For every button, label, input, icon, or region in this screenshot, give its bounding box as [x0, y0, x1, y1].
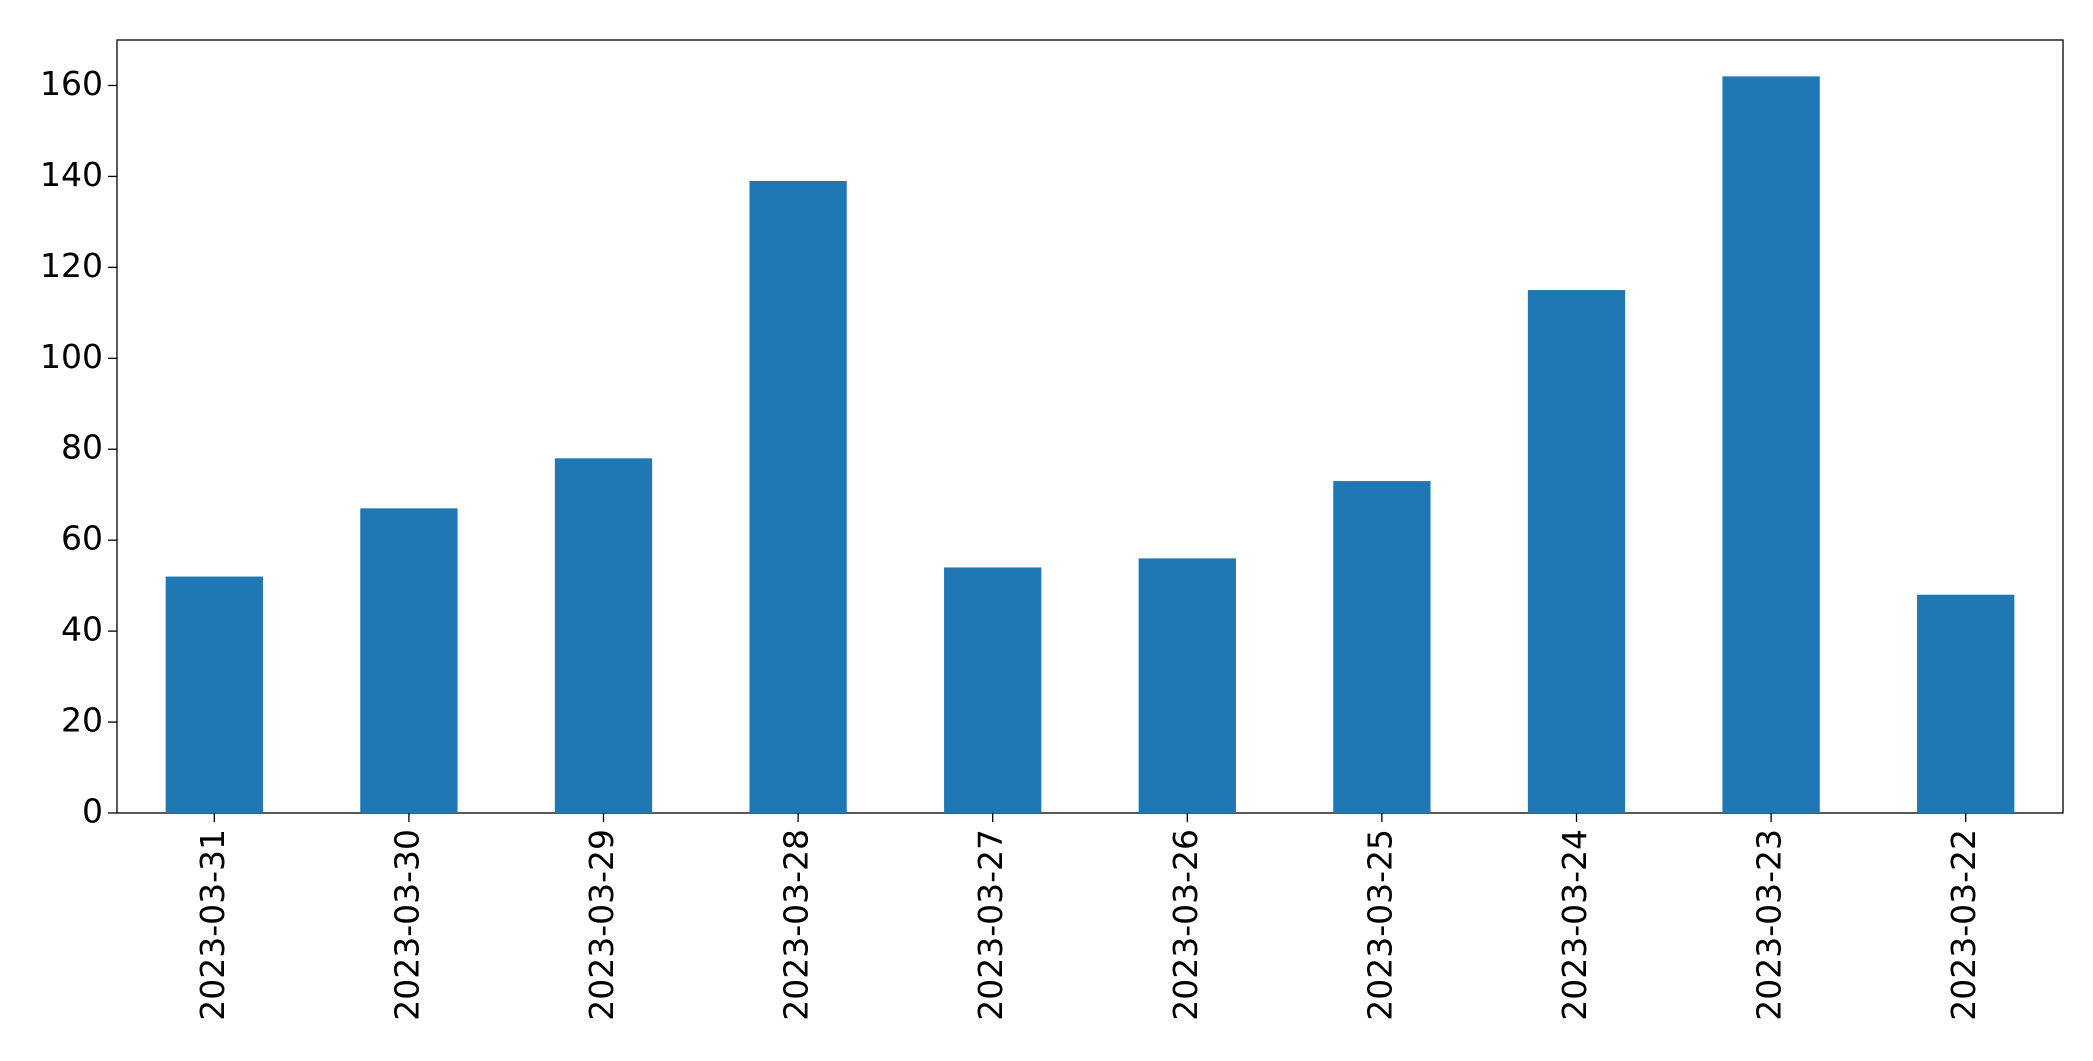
bar — [1138, 558, 1236, 813]
x-tick-label: 2023-03-30 — [387, 829, 426, 1021]
plot-frame — [116, 39, 2064, 814]
y-tick-label: 140 — [40, 155, 103, 194]
y-tick-label: 120 — [40, 246, 103, 285]
bar — [554, 458, 653, 813]
x-tick-label: 2023-03-27 — [971, 829, 1010, 1021]
x-tick-label: 2023-03-22 — [1944, 829, 1983, 1021]
x-tick-label: 2023-03-26 — [1166, 829, 1205, 1021]
bar — [360, 508, 458, 813]
y-tick-label: 160 — [40, 64, 103, 103]
y-tick-label: 20 — [61, 701, 103, 740]
bar — [1917, 594, 2015, 813]
bar — [944, 567, 1042, 813]
x-tick-label: 2023-03-24 — [1555, 829, 1594, 1021]
bar — [1722, 76, 1820, 814]
x-tick-label: 2023-03-23 — [1750, 829, 1789, 1021]
y-tick-label: 0 — [82, 792, 103, 831]
y-tick-label: 80 — [61, 428, 103, 467]
y-tick-label: 60 — [61, 519, 103, 558]
y-tick-label: 100 — [40, 337, 103, 376]
x-tick-label: 2023-03-25 — [1360, 829, 1399, 1021]
x-tick-label: 2023-03-28 — [777, 829, 816, 1021]
bar — [749, 180, 847, 814]
bar — [165, 576, 263, 813]
x-tick-label: 2023-03-29 — [582, 829, 621, 1021]
y-tick-label: 40 — [61, 610, 103, 649]
bar — [1527, 290, 1626, 813]
x-tick-label: 2023-03-31 — [193, 829, 232, 1021]
bar — [1333, 481, 1431, 813]
